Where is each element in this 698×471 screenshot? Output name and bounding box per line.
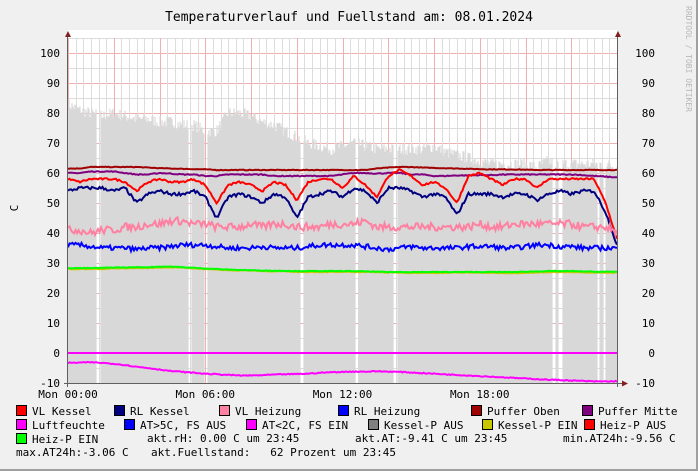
y-tick-label-left: 30 [47, 257, 60, 270]
legend-item: AT>5C, FS AUS [124, 419, 226, 432]
stat-akt-at: akt.AT:-9.41 C um 23:45 [355, 432, 508, 445]
legend-item: AT<2C, FS EIN [246, 419, 348, 432]
legend-label: AT<2C, FS EIN [262, 419, 349, 432]
y-tick-label-right: 50 [642, 197, 655, 210]
legend-label: Puffer Mitte [598, 405, 678, 418]
series-rl-kessel [67, 185, 618, 246]
legend-swatch [584, 419, 595, 430]
legend-label: Luftfeuchte [32, 419, 105, 432]
legend-label: AT>5C, FS AUS [140, 419, 227, 432]
y-tick-label-left: -10 [40, 377, 60, 390]
legend-swatch [124, 419, 135, 430]
series-lines [67, 165, 618, 383]
arrow-right-icon [622, 380, 628, 387]
legend-item: Luftfeuchte [16, 419, 105, 432]
legend-item: RL Heizung [338, 405, 420, 418]
legend-swatch [368, 419, 379, 430]
legend-swatch [114, 405, 125, 416]
legend-swatch [471, 405, 482, 416]
legend-swatch [16, 405, 27, 416]
y-tick-label-right: 90 [642, 77, 655, 90]
arrow-up-icon [615, 31, 621, 37]
legend-swatch [16, 433, 27, 444]
y-tick-label-right: 80 [642, 107, 655, 120]
legend-swatch [482, 419, 493, 430]
series-vl-heizung [67, 215, 618, 238]
legend-item: RL Kessel [114, 405, 190, 418]
legend-item: VL Heizung [219, 405, 301, 418]
legend-swatch [219, 405, 230, 416]
chart-canvas: -10 -10 0 0 10 10 20 20 30 30 40 40 50 50 60 60 70 70 80 80… [8, 6, 693, 400]
x-tick-label: Mon 18:00 [450, 388, 510, 400]
legend-label: Puffer Oben [487, 405, 560, 418]
chart-title: Temperaturverlauf und Fuellstand am: 08.… [165, 10, 533, 25]
y-tick-label-right: 0 [648, 347, 655, 360]
stat-min-at: min.AT24h:-9.56 C [563, 432, 676, 445]
legend-item: Puffer Oben [471, 405, 560, 418]
legend-label: Heiz-P EIN [32, 433, 99, 446]
y-tick-label-left: 0 [53, 347, 60, 360]
legend-item: VL Kessel [16, 405, 92, 418]
series-at-2c-fs-ein [67, 360, 618, 383]
y-tick-label-left: 80 [47, 107, 60, 120]
y-tick-label-right: 60 [642, 167, 655, 180]
legend-label: RL Kessel [130, 405, 190, 418]
x-tick-label: Mon 06:00 [175, 388, 235, 400]
y-tick-label-left: 10 [47, 317, 60, 330]
y-tick-label-left: 20 [47, 287, 60, 300]
legend-label: Kessel-P EIN [498, 419, 578, 432]
y-tick-label-right: 30 [642, 257, 655, 270]
watermark: RRDTOOL / TOBI OETIKER [684, 6, 693, 112]
legend-swatch [246, 419, 257, 430]
legend-item: Puffer Mitte [582, 405, 677, 418]
series-puffer-mitte [68, 170, 617, 179]
series-rl-heizung [67, 240, 618, 255]
legend-item: Kessel-P EIN [482, 419, 577, 432]
legend-label: Kessel-P AUS [384, 419, 464, 432]
legend-label: VL Kessel [32, 405, 92, 418]
legend-swatch [338, 405, 349, 416]
stat-akt-rh: akt.rH: 0.00 C um 23:45 [147, 432, 300, 445]
y-axis-label: C [8, 205, 21, 212]
series-puffer-oben [67, 165, 618, 172]
y-tick-label-left: 60 [47, 167, 60, 180]
legend-swatch [582, 405, 593, 416]
x-tick-label: Mon 00:00 [38, 388, 98, 400]
legend-item: Heiz-P AUS [584, 419, 666, 432]
legend-label: Heiz-P AUS [600, 419, 667, 432]
y-tick-label-left: 70 [47, 137, 60, 150]
y-tick-label-right: 20 [642, 287, 655, 300]
stat-max-at: max.AT24h:-3.06 C [16, 446, 129, 459]
stat-fuellstand: akt.Fuellstand: 62 Prozent um 23:45 [151, 446, 397, 459]
series-heiz-p-ein [67, 265, 618, 274]
legend-swatch [16, 419, 27, 430]
y-tick-label-right: 40 [642, 227, 655, 240]
y-tick-label-left: 90 [47, 77, 60, 90]
axes: -10 -10 0 0 10 10 20 20 30 30 40 40 50 50 60 60 70 70 80 80… [38, 31, 655, 400]
y-tick-label-left: 100 [40, 47, 60, 60]
y-tick-label-right: 100 [635, 47, 655, 60]
y-tick-label-right: 70 [642, 137, 655, 150]
legend-item: Kessel-P AUS [368, 419, 463, 432]
series-vl-kessel [67, 168, 618, 239]
legend-item: Heiz-P EIN [16, 433, 98, 446]
y-tick-label-right: 10 [642, 317, 655, 330]
legend-label: VL Heizung [235, 405, 302, 418]
y-tick-label-right: -10 [635, 377, 655, 390]
x-tick-label: Mon 12:00 [313, 388, 373, 400]
y-tick-label-left: 50 [47, 197, 60, 210]
legend-label: RL Heizung [354, 405, 421, 418]
arrow-up-icon [65, 31, 71, 37]
y-tick-label-left: 40 [47, 227, 60, 240]
